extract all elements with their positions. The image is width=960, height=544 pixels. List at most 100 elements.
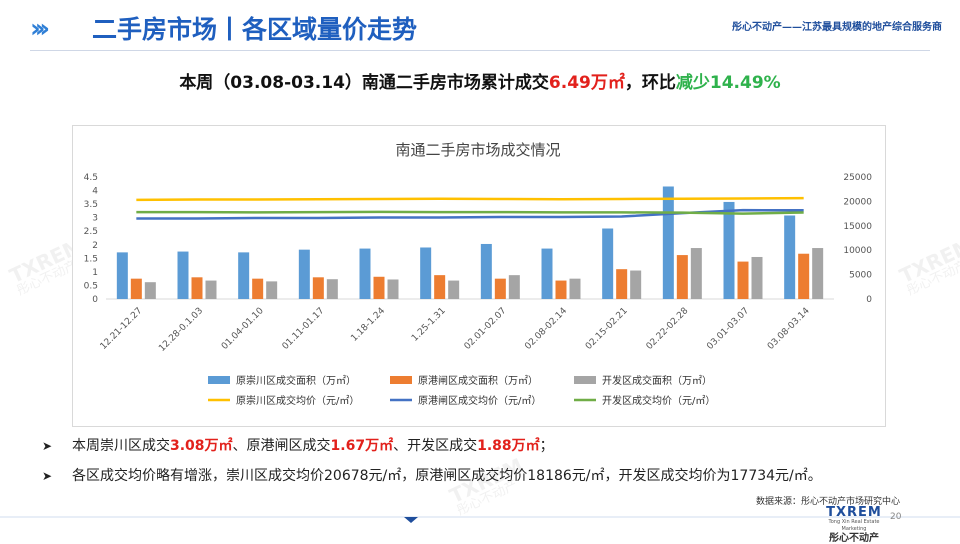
y-left-tick-label: 0.5: [84, 281, 98, 291]
bullet-text: 、原港闸区成交: [232, 438, 331, 454]
chart-bar: [541, 248, 553, 299]
headline-value: 6.49万㎡: [548, 73, 625, 93]
chart-title: 南通二手房市场成交情况: [395, 141, 560, 159]
y-right-tick-label: 25000: [843, 173, 872, 183]
bullet-text: 各区成交均价略有增涨，崇川区成交均价20678元/㎡，原港闸区成交均价18186…: [72, 468, 822, 484]
chart-bar: [326, 279, 338, 299]
chart-bar: [298, 249, 310, 299]
x-tick-label: 01.11-01.17: [281, 306, 327, 352]
chart-bar: [205, 280, 217, 299]
data-source: 数据来源：彤心不动产市场研究中心: [755, 497, 900, 507]
bullet-value: 3.08万㎡: [170, 438, 233, 454]
chart-bar: [130, 278, 142, 299]
chart-bar: [798, 253, 810, 299]
x-tick-label: 03.08-03.14: [766, 306, 812, 352]
chart-bar: [312, 277, 324, 299]
legend-label: 原港闸区成交均价（元/㎡）: [418, 394, 541, 407]
bullet-text: 本周崇川区成交: [72, 438, 170, 454]
chart-bar: [616, 269, 628, 299]
logo-main: TXREM: [826, 505, 882, 520]
y-left-tick-label: 0: [92, 295, 98, 305]
arrow-bullet-icon: ➤: [42, 469, 53, 483]
chart-bar: [238, 252, 250, 299]
logo-cn: 彤心不动产: [829, 533, 879, 544]
summary-bullets: ➤ 本周崇川区成交3.08万㎡、原港闸区成交1.67万㎡、开发区成交1.88万㎡…: [40, 436, 940, 496]
x-tick-label: 03.01-03.07: [705, 306, 751, 352]
chart-bar: [508, 275, 520, 299]
y-right-tick-label: 10000: [843, 246, 872, 256]
headline-text-2: ，环比: [624, 73, 676, 93]
logo-en: Tong Xin Real Estate Marketing: [828, 519, 880, 532]
x-tick-label: 12.28-0.1.03: [157, 306, 205, 354]
x-tick-label: 02.22-02.28: [645, 306, 691, 352]
chart-bar: [387, 279, 399, 299]
chart-bar: [555, 280, 567, 299]
footer-marker-icon: [404, 517, 418, 523]
y-left-tick-label: 1: [92, 268, 98, 278]
y-left-tick-label: 2: [92, 241, 98, 251]
chart-bar: [420, 247, 432, 299]
chart-bar: [373, 276, 385, 299]
chart-bar: [751, 256, 763, 299]
y-left-tick-label: 1.5: [84, 254, 98, 264]
chart-bar: [434, 275, 446, 299]
arrow-bullet-icon: ➤: [42, 439, 53, 453]
company-slogan: 彤心不动产——江苏最具规模的地产综合服务商: [732, 22, 942, 33]
chart-bar: [784, 215, 796, 299]
chart-frame: [72, 125, 886, 427]
chart-bar: [177, 251, 189, 299]
chart-bar: [662, 186, 674, 299]
headline-text: 本周（03.08-03.14）南通二手房市场累计成交: [179, 73, 549, 93]
page-title: 二手房市场丨各区域量价走势: [92, 15, 418, 44]
y-left-tick-label: 2.5: [84, 227, 98, 237]
y-left-tick-label: 3: [92, 214, 98, 224]
y-right-tick-label: 15000: [843, 222, 872, 232]
chart-line: [136, 210, 804, 215]
page-number: 20: [890, 512, 902, 522]
bullet-value: 1.67万㎡: [330, 438, 394, 454]
chart-bar: [116, 252, 128, 299]
bullet-volume: ➤ 本周崇川区成交3.08万㎡、原港闸区成交1.67万㎡、开发区成交1.88万㎡…: [40, 436, 940, 466]
footer-logo: TXREM Tong Xin Real Estate Marketing 彤心不…: [818, 506, 890, 544]
x-tick-label: 12.21-12.27: [99, 306, 145, 352]
chart-bar: [690, 248, 702, 299]
chart-bar: [602, 228, 614, 299]
x-tick-label: 1.25-1.31: [410, 306, 448, 344]
legend-swatch: [574, 376, 596, 384]
headline-change: 减少14.49%: [675, 73, 781, 93]
chart-bar: [494, 278, 506, 299]
legend-label: 原港闸区成交面积（万㎡）: [418, 374, 538, 387]
trade-chart: 南通二手房市场成交情况 0 0.5 1 1.5 2 2.5 3 3.5 4 4.5 0 5000 1000…: [84, 141, 873, 407]
legend-label: 原崇川区成交面积（万㎡）: [236, 374, 356, 387]
x-tick-label: 02.15-02.21: [584, 306, 630, 352]
y-right-tick-label: 5000: [849, 271, 872, 281]
chart-bar: [252, 278, 264, 299]
y-left-tick-label: 4: [92, 187, 98, 197]
x-tick-label: 1.18-1.24: [349, 306, 387, 344]
chart-bar: [676, 255, 688, 299]
y-left-tick-label: 3.5: [84, 200, 98, 210]
chart-bar: [266, 281, 278, 299]
chevron-right-icon: ›››: [30, 14, 50, 44]
legend-label: 原崇川区成交均价（元/㎡）: [236, 394, 359, 407]
footer-line: [0, 516, 960, 518]
header-bar: ››› 二手房市场丨各区域量价走势 彤心不动产——江苏最具规模的地产综合服务商: [0, 0, 960, 50]
chart-line: [136, 196, 804, 202]
legend-swatch: [390, 376, 412, 384]
bullet-text: ；: [539, 438, 554, 454]
x-tick-label: 01.04-01.10: [220, 306, 266, 352]
bullet-text: 、开发区成交: [393, 438, 478, 454]
chart-bar: [812, 248, 824, 299]
x-tick-label: 02.08-02.14: [523, 306, 569, 352]
bullet-price: ➤ 各区成交均价略有增涨，崇川区成交均价20678元/㎡，原港闸区成交均价181…: [40, 466, 940, 496]
chart-bar: [480, 243, 492, 299]
headline: 本周（03.08-03.14）南通二手房市场累计成交6.49万㎡，环比减少14.…: [0, 68, 960, 93]
y-right-tick-label: 0: [866, 295, 872, 305]
legend-label: 开发区成交面积（万㎡）: [602, 374, 712, 387]
legend-swatch: [208, 376, 230, 384]
chart-bar: [737, 261, 749, 299]
chart-bar: [359, 248, 371, 299]
chart-bar: [448, 280, 460, 299]
chart-bar: [569, 278, 581, 299]
